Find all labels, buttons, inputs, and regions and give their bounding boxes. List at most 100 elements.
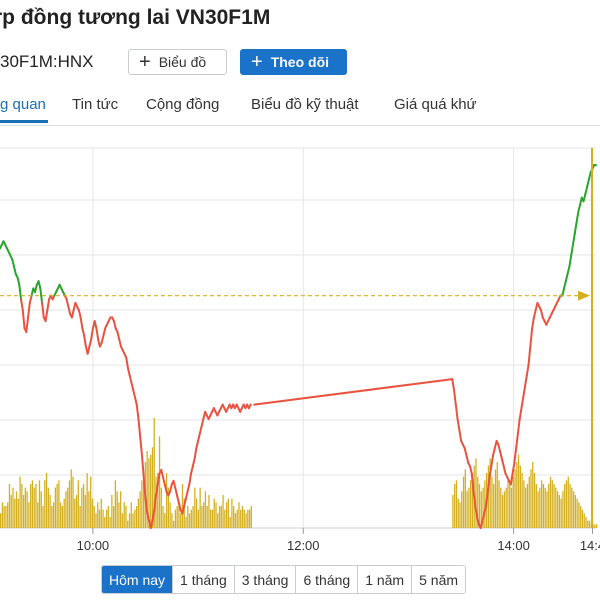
volume-bar — [484, 480, 486, 528]
price-segment — [190, 465, 194, 475]
volume-bar — [12, 487, 14, 528]
volume-bar — [540, 480, 543, 528]
volume-bar — [14, 498, 16, 528]
volume-bar — [482, 487, 484, 528]
volume-bar — [462, 476, 465, 528]
volume-bar — [167, 487, 170, 528]
page-title: rp đồng tương lai VN30F1M — [0, 6, 271, 29]
volume-bar — [210, 509, 212, 528]
volume-bar — [97, 502, 99, 528]
volume-bar — [141, 480, 143, 528]
price-segment — [137, 418, 142, 439]
range-6-months-button[interactable]: 6 tháng — [296, 566, 359, 593]
volume-bar — [464, 469, 466, 528]
volume-bar — [197, 509, 200, 528]
volume-bar — [195, 498, 198, 528]
add-chart-button[interactable]: + Biểu đồ — [128, 49, 227, 75]
price-segment — [130, 381, 135, 392]
volume-bar — [500, 487, 502, 528]
tab-price-history[interactable]: Giá quá khứ — [394, 96, 477, 113]
price-segment — [79, 316, 84, 330]
x-tick-label: 14:00 — [497, 538, 530, 553]
active-tab-indicator — [0, 120, 48, 123]
volume-bar — [51, 506, 53, 528]
price-segment — [11, 258, 16, 268]
volume-bar — [471, 473, 474, 528]
price-segment — [469, 465, 473, 475]
price-segment — [515, 432, 519, 450]
follow-button[interactable]: + Theo dõi — [240, 49, 347, 75]
volume-bar — [114, 480, 117, 528]
range-5-years-button[interactable]: 5 năm — [412, 566, 466, 593]
range-today-button[interactable]: Hôm nay — [102, 566, 174, 593]
volume-bar — [127, 520, 129, 528]
volume-bar — [510, 487, 513, 528]
tab-news[interactable]: Tin tức — [72, 96, 119, 113]
volume-bar — [215, 502, 217, 528]
x-tick-label: 12:00 — [287, 538, 320, 553]
volume-bar — [146, 451, 148, 528]
price-segment — [561, 287, 566, 297]
volume-bar — [549, 476, 552, 528]
volume-bar — [238, 502, 240, 528]
volume-bar — [454, 484, 456, 528]
volume-bar — [174, 509, 177, 528]
tab-technical-chart[interactable]: Biểu đồ kỹ thuật — [251, 96, 359, 113]
price-segment — [112, 320, 117, 330]
price-segment — [126, 367, 131, 377]
volume-bar — [225, 502, 228, 528]
volume-bar — [576, 498, 578, 528]
price-segment — [172, 479, 177, 490]
price-segment — [570, 243, 574, 257]
volume-bar — [211, 509, 214, 528]
price-segment — [453, 389, 457, 406]
price-segment — [488, 465, 493, 479]
price-segment — [195, 439, 200, 450]
price-segment — [44, 309, 49, 323]
volume-bar — [477, 476, 479, 528]
tab-overview[interactable]: g quan — [0, 96, 46, 113]
price-segment — [132, 389, 136, 399]
range-3-months-button[interactable]: 3 tháng — [234, 566, 297, 593]
price-segment — [511, 461, 516, 475]
volume-bar — [107, 506, 109, 528]
volume-bar — [86, 473, 88, 528]
reference-arrow-icon — [578, 290, 590, 301]
volume-bar — [455, 480, 458, 528]
volume-bar — [468, 487, 470, 528]
volume-bar — [498, 480, 500, 528]
price-segment — [539, 309, 544, 319]
price-segment — [532, 309, 537, 319]
price-segment — [135, 403, 140, 421]
volume-bar — [208, 495, 210, 528]
price-segment — [20, 298, 24, 312]
price-segment — [133, 396, 138, 406]
volume-bar — [248, 509, 251, 528]
range-1-month-button[interactable]: 1 tháng — [173, 566, 235, 593]
tab-community[interactable]: Cộng đồng — [146, 96, 220, 113]
volume-bar — [203, 502, 205, 528]
volume-bar — [542, 484, 545, 528]
price-segment — [575, 211, 580, 225]
volume-bar — [72, 476, 74, 528]
price-line — [0, 164, 597, 529]
price-segment — [162, 476, 166, 486]
volume-bar — [60, 502, 62, 528]
volume-bar — [93, 506, 95, 528]
volume-bar — [190, 509, 192, 528]
volume-bar — [178, 502, 180, 528]
price-segment — [481, 512, 486, 522]
volume-bar — [461, 491, 463, 528]
volume-bar — [551, 480, 553, 528]
price-segment — [13, 265, 17, 275]
price-segment — [584, 185, 589, 196]
range-1-year-button[interactable]: 1 năm — [358, 566, 413, 593]
x-tick-label: 10:00 — [77, 538, 110, 553]
volume-bar — [519, 465, 521, 528]
volume-bar — [236, 509, 238, 528]
price-segment — [571, 232, 576, 246]
volume-bar — [233, 506, 235, 528]
volume-bar — [512, 476, 514, 528]
volume-bar — [517, 454, 520, 528]
